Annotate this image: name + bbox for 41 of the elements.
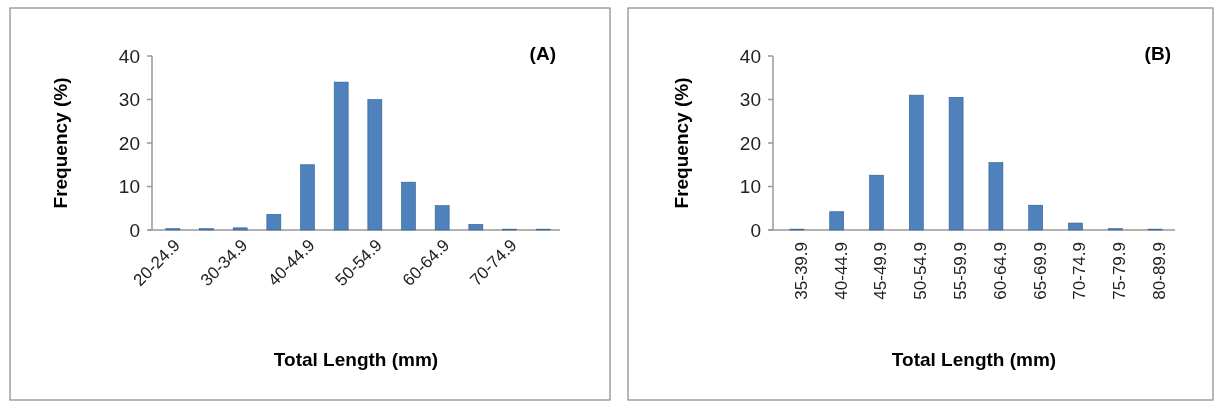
x-axis-title: Total Length (mm) xyxy=(273,349,439,370)
y-tick-label: 20 xyxy=(118,132,140,154)
bar xyxy=(232,227,248,231)
bar xyxy=(468,224,484,231)
y-tick-label: 10 xyxy=(739,176,761,198)
bar xyxy=(1068,222,1083,231)
y-tick-label: 0 xyxy=(129,219,140,241)
bar xyxy=(869,174,884,231)
bar xyxy=(1028,204,1043,231)
bar xyxy=(909,94,924,231)
y-tick-label: 40 xyxy=(118,45,140,67)
x-tick-label: 65-69.9 xyxy=(1030,242,1050,300)
chart-title: (B) xyxy=(1144,43,1171,64)
y-tick-label: 30 xyxy=(739,89,761,111)
x-tick-label: 70-74.9 xyxy=(1070,242,1090,300)
bar xyxy=(948,97,964,231)
y-axis-title: Frequency (%) xyxy=(50,77,71,209)
y-tick-label: 10 xyxy=(118,176,140,198)
x-tick-label: 50-54.9 xyxy=(911,242,931,300)
bar xyxy=(300,164,315,231)
y-tick-label: 30 xyxy=(118,89,140,111)
bar xyxy=(829,211,844,231)
bar xyxy=(367,99,383,231)
x-tick-label: 45-49.9 xyxy=(871,242,891,300)
x-tick-label: 80-89.9 xyxy=(1150,242,1170,300)
bar xyxy=(401,181,416,231)
x-tick-label: 40-44.9 xyxy=(831,242,851,300)
chart-title: (A) xyxy=(529,43,556,64)
y-tick-label: 20 xyxy=(739,132,761,154)
bar xyxy=(988,162,1004,231)
x-tick-label: 35-39.9 xyxy=(791,242,811,300)
x-tick-label: 60-64.9 xyxy=(990,242,1010,300)
y-tick-label: 0 xyxy=(750,219,761,241)
bar xyxy=(434,205,450,231)
bar xyxy=(333,81,349,231)
x-tick-label: 55-59.9 xyxy=(951,242,971,300)
bar xyxy=(266,214,282,231)
x-axis-title: Total Length (mm) xyxy=(891,349,1057,370)
y-axis-title: Frequency (%) xyxy=(671,77,692,209)
x-tick-label: 75-79.9 xyxy=(1110,242,1130,300)
y-tick-label: 40 xyxy=(739,45,761,67)
